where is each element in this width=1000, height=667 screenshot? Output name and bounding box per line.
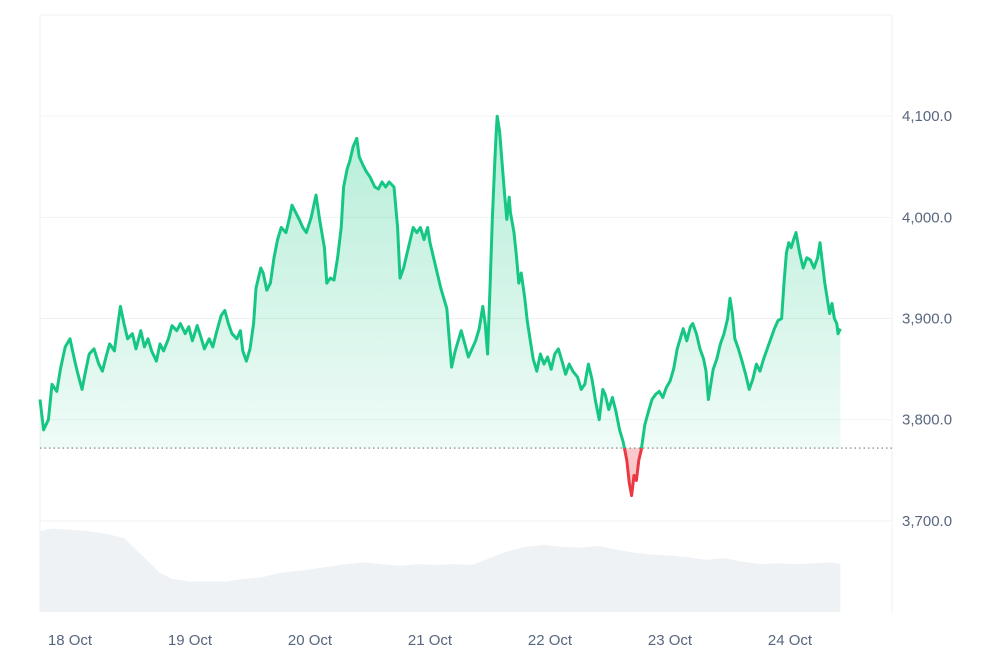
- x-axis: 18 Oct 19 Oct 20 Oct 21 Oct 22 Oct 23 Oct 24 O…: [48, 632, 813, 649]
- x-tick-label: 21 Oct: [408, 632, 453, 649]
- y-tick-label: 3,800.0: [902, 412, 952, 429]
- price-area: [40, 116, 841, 496]
- plot-frame: [39, 14, 893, 612]
- x-tick-label: 20 Oct: [288, 632, 333, 649]
- x-tick-label: 19 Oct: [168, 632, 213, 649]
- x-tick-label: 23 Oct: [648, 632, 693, 649]
- x-tick-label: 18 Oct: [48, 632, 93, 649]
- x-tick-label: 22 Oct: [528, 632, 573, 649]
- y-tick-label: 4,000.0: [902, 209, 952, 226]
- y-tick-label: 3,900.0: [902, 311, 952, 328]
- y-tick-label: 4,100.0: [902, 108, 952, 125]
- series-line-up: [38, 114, 842, 449]
- gridlines: [40, 115, 892, 522]
- volume-bars: [40, 528, 841, 612]
- volume-area: [40, 528, 841, 612]
- y-tick-label: 3,700.0: [902, 513, 952, 530]
- price-line: [38, 114, 842, 498]
- area-above-baseline: [40, 116, 841, 449]
- x-tick-label: 24 Oct: [768, 632, 813, 649]
- y-axis: 4,100.0 4,000.0 3,900.0 3,800.0 3,700.0: [902, 108, 952, 530]
